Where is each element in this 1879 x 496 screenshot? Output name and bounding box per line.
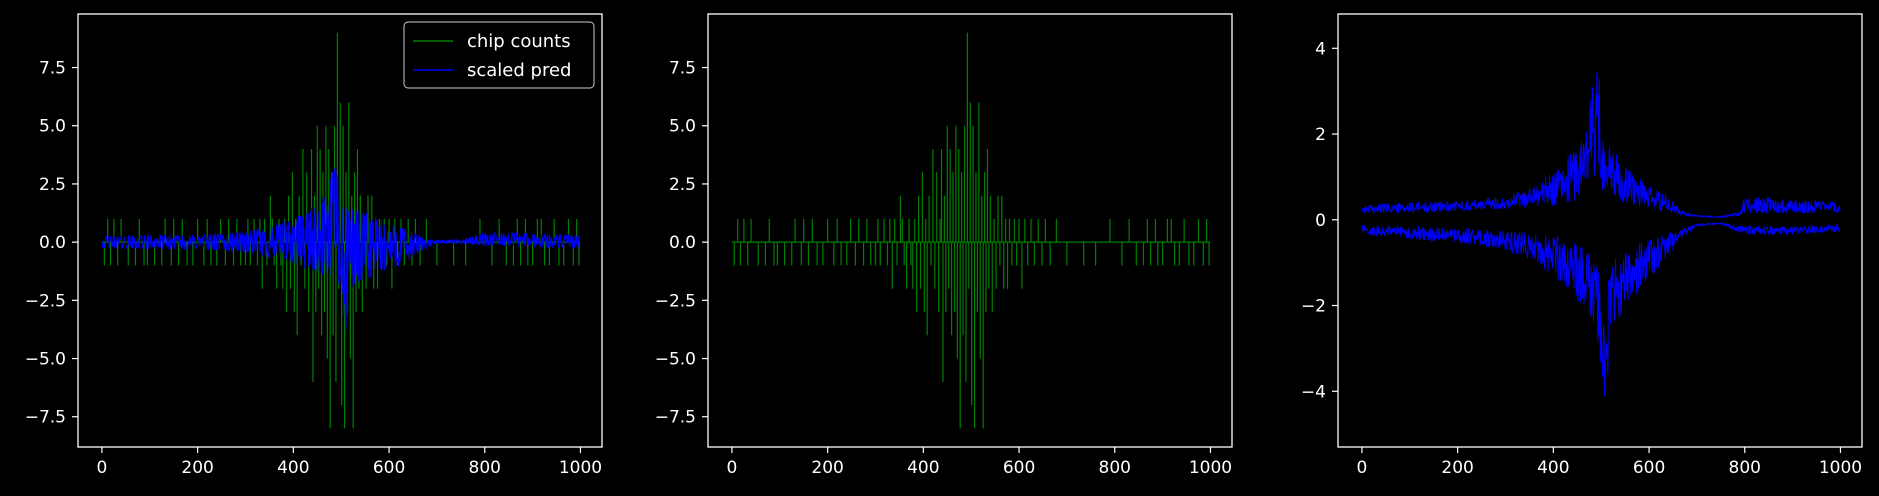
x-tick-label: 400 bbox=[907, 458, 939, 478]
legend-label-chip-counts: chip counts bbox=[467, 31, 571, 52]
y-tick-label: 0.0 bbox=[669, 233, 696, 253]
x-tick-label: 400 bbox=[277, 458, 309, 478]
series-line-upper-band bbox=[1361, 71, 1841, 219]
y-tick-label: −2.5 bbox=[25, 291, 66, 311]
plot-area-scaled-pred bbox=[1361, 71, 1841, 396]
legend-frame bbox=[403, 21, 595, 89]
y-tick-label: 0.0 bbox=[39, 233, 66, 253]
panel-scaled-pred: 0 200 400 600 800 1000 −4 −2 0 2 4 bbox=[1301, 13, 1863, 478]
y-tick-label: 2 bbox=[1315, 125, 1326, 145]
y-tick-label: 7.5 bbox=[39, 59, 66, 79]
y-tick-label: 5.0 bbox=[669, 117, 696, 137]
series-line-scaled-pred bbox=[101, 167, 581, 337]
x-tick-label: 200 bbox=[1441, 458, 1473, 478]
panel-counts-and-pred: 0 200 400 600 800 1000 −7.5 −5.0 −2.5 0.0 2.5 5.0 7.… bbox=[25, 13, 603, 478]
y-tick-label: 2.5 bbox=[39, 175, 66, 195]
y-tick-label: 4 bbox=[1315, 39, 1326, 59]
x-tick-label: 600 bbox=[1633, 458, 1665, 478]
axes-frame-counts-and-pred bbox=[77, 13, 603, 448]
x-tick-label: 600 bbox=[1003, 458, 1035, 478]
y-tick-label: 2.5 bbox=[669, 175, 696, 195]
y-tick-label: 5.0 bbox=[39, 117, 66, 137]
x-tick-label: 1000 bbox=[1819, 458, 1862, 478]
x-tick-label: 1000 bbox=[1189, 458, 1232, 478]
x-tick-label: 0 bbox=[1357, 458, 1368, 478]
plot-area-chip-counts bbox=[731, 32, 1210, 429]
axes-frame-scaled-pred bbox=[1337, 13, 1863, 448]
axes-frame-chip-counts bbox=[707, 13, 1233, 448]
x-tick-label: 0 bbox=[727, 458, 738, 478]
y-tick-label: −4 bbox=[1301, 382, 1326, 402]
x-tick-label: 0 bbox=[97, 458, 108, 478]
legend-label-scaled-pred: scaled pred bbox=[467, 60, 571, 81]
x-tick-label: 800 bbox=[469, 458, 501, 478]
x-tick-label: 800 bbox=[1729, 458, 1761, 478]
x-tick-label: 1000 bbox=[559, 458, 602, 478]
y-tick-label: 0 bbox=[1315, 211, 1326, 231]
y-tick-label: −5.0 bbox=[25, 350, 66, 370]
x-tick-label: 200 bbox=[181, 458, 213, 478]
y-tick-label: −7.5 bbox=[655, 408, 696, 428]
y-tick-label: −5.0 bbox=[655, 350, 696, 370]
x-tick-label: 400 bbox=[1537, 458, 1569, 478]
legend: chip counts scaled pred bbox=[403, 21, 595, 89]
y-tick-label: −2 bbox=[1301, 297, 1326, 317]
panel-chip-counts: 0 200 400 600 800 1000 −7.5 −5.0 −2.5 0.0 2.5 5.0 7.… bbox=[655, 13, 1233, 478]
x-tick-label: 600 bbox=[373, 458, 405, 478]
y-tick-label: −7.5 bbox=[25, 408, 66, 428]
plot-area-counts-and-pred bbox=[101, 32, 581, 429]
series-line-lower-band bbox=[1361, 221, 1841, 396]
y-tick-label: −2.5 bbox=[655, 291, 696, 311]
x-tick-label: 800 bbox=[1099, 458, 1131, 478]
y-tick-label: 7.5 bbox=[669, 59, 696, 79]
x-tick-label: 200 bbox=[811, 458, 843, 478]
